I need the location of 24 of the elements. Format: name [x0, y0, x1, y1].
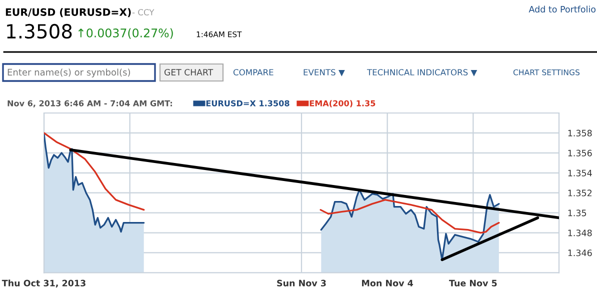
- text: EVENTS ▼: [304, 69, 345, 76]
- y-tick-label: 1.356: [568, 150, 592, 156]
- text: COMPARE: [233, 69, 274, 76]
- legend-label: EURUSD=X 1.3508: [206, 100, 290, 106]
- y-tick-label: 1.348: [568, 230, 592, 236]
- x-tick-label: Thu Oct 31, 2013: [2, 280, 86, 288]
- y-tick-label: 1.346: [568, 250, 592, 256]
- text: 1.3508: [7, 24, 72, 39]
- legend-label: EMA(200) 1.35: [310, 100, 376, 108]
- text: Enter name(s) or symbol(s): [8, 68, 130, 78]
- x-tick-label: Sun Nov 3: [277, 280, 326, 286]
- chart-title: EUR/USD (EURUSD=X): [6, 8, 131, 18]
- y-tick-label: 1.352: [568, 190, 592, 196]
- text: Add to Portfolio: [528, 6, 596, 13]
- text: ↑0.0037(0.27%): [78, 28, 173, 39]
- y-tick-label: 1.358: [568, 130, 592, 136]
- x-tick-label: Mon Nov 4: [362, 280, 414, 286]
- text: GET CHART: [164, 68, 214, 76]
- chart-subtitle: - CCY: [132, 9, 154, 16]
- y-tick-label: 1.354: [568, 170, 592, 176]
- legend-title: Nov 6, 2013 6:46 AM - 7:04 AM GMT:: [8, 100, 172, 108]
- y-tick-label: 1.35: [568, 210, 586, 216]
- text: TECHNICAL INDICATORS ▼: [366, 69, 478, 76]
- x-tick-label: Tue Nov 5: [449, 280, 497, 286]
